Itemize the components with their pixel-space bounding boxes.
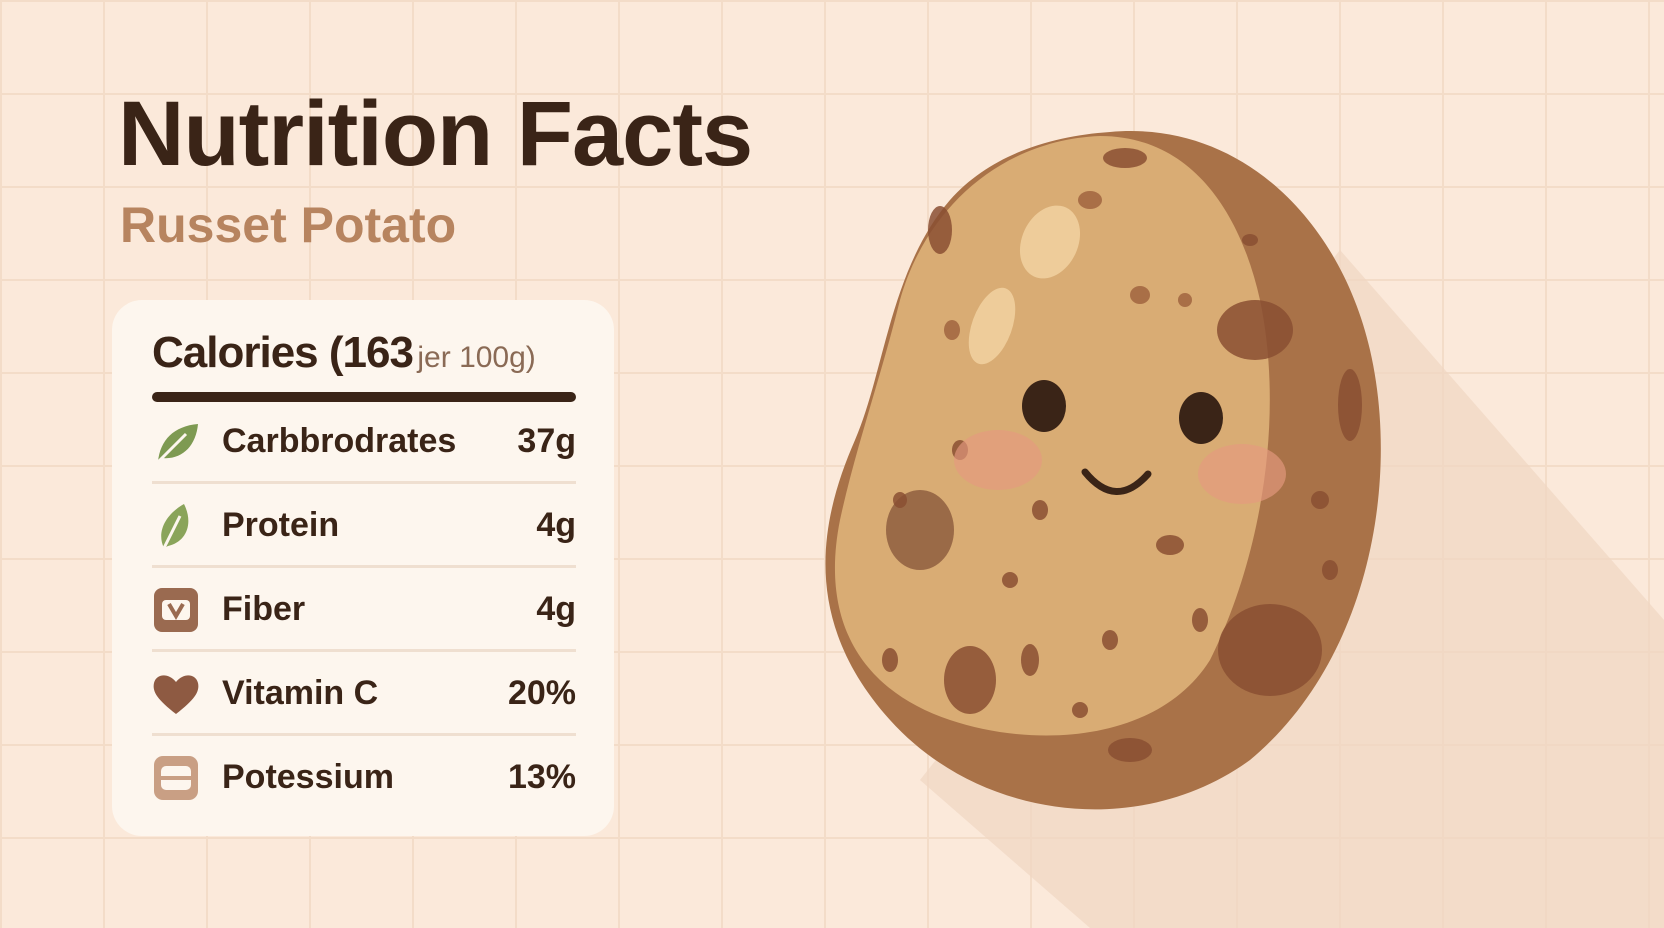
potato-spot (1338, 369, 1362, 441)
divider (152, 649, 576, 652)
row: Protein 4g (152, 484, 576, 568)
header-bar (152, 392, 576, 402)
nutrient-name: Fiber (222, 590, 306, 628)
divider (152, 565, 576, 568)
potato-spot (1156, 535, 1184, 555)
eye (1179, 392, 1223, 444)
potato-spot (1218, 604, 1322, 696)
leaf-icon (156, 424, 198, 464)
nutrient-name: Carbbrodrates (222, 422, 457, 460)
row: Potessium 13% (152, 736, 576, 820)
shape (153, 675, 199, 714)
nutrient-value: 4g (536, 506, 576, 544)
row: Carbbrodrates 37g (152, 400, 576, 484)
potato-spot (1002, 572, 1018, 588)
eye (1022, 380, 1066, 432)
nutrient-value: 37g (517, 422, 576, 460)
potato-face (834, 136, 1270, 736)
potato-spot (893, 492, 907, 508)
cheek (1198, 444, 1286, 504)
potato-spot (1217, 300, 1293, 360)
potato-spot (944, 646, 996, 714)
calories-label: Calories (163 (152, 328, 414, 377)
potato-spot (1072, 702, 1088, 718)
nutrient-name: Vitamin C (222, 674, 379, 712)
row: Fiber 4g (152, 568, 576, 652)
row: Vitamin C 20% (152, 652, 576, 736)
divider (152, 733, 576, 736)
nutrient-value: 20% (507, 674, 576, 712)
subtitle: Russet Potato (120, 197, 457, 253)
cheek (954, 430, 1042, 490)
potato-spot (1102, 630, 1118, 650)
potato-spot (1311, 491, 1329, 509)
nutrient-name: Potessium (222, 758, 394, 796)
potato-spot (1242, 234, 1258, 246)
leaf-icon (161, 504, 189, 549)
highlight (1019, 205, 1081, 279)
potato-spot (1130, 286, 1150, 304)
fiber-icon (154, 588, 198, 632)
nutrition-card: Calories (163 jer 100g) Carbbrodrates 37… (112, 300, 614, 836)
potato-spot (1032, 500, 1048, 520)
potato-spot (1078, 191, 1102, 209)
shape (167, 602, 185, 620)
potato-spot (1178, 293, 1192, 307)
nutrient-value: 13% (507, 758, 576, 796)
highlight (968, 287, 1016, 365)
calories-unit: jer 100g) (417, 341, 536, 374)
potato-spot (1021, 644, 1039, 676)
shape (156, 432, 188, 464)
potato-spot (886, 490, 954, 570)
heart-icon (153, 675, 199, 714)
potato-spot (1108, 738, 1152, 762)
divider (152, 481, 576, 484)
title: Nutrition Facts (118, 83, 753, 185)
potato-spot (944, 320, 960, 340)
potato-spot (1192, 608, 1208, 632)
potato-spot (1103, 148, 1147, 168)
nutrient-value: 4g (536, 590, 576, 628)
potato-spot (1322, 560, 1338, 580)
potato-spot (882, 648, 898, 672)
potato-illustration (825, 131, 1664, 928)
shape (161, 776, 191, 780)
potato-spot (928, 206, 952, 254)
mineral-icon (154, 756, 198, 800)
calories: Calories (163 jer 100g) (152, 328, 536, 378)
shape (162, 515, 182, 549)
nutrient-name: Protein (222, 506, 340, 544)
smile (1081, 468, 1152, 495)
